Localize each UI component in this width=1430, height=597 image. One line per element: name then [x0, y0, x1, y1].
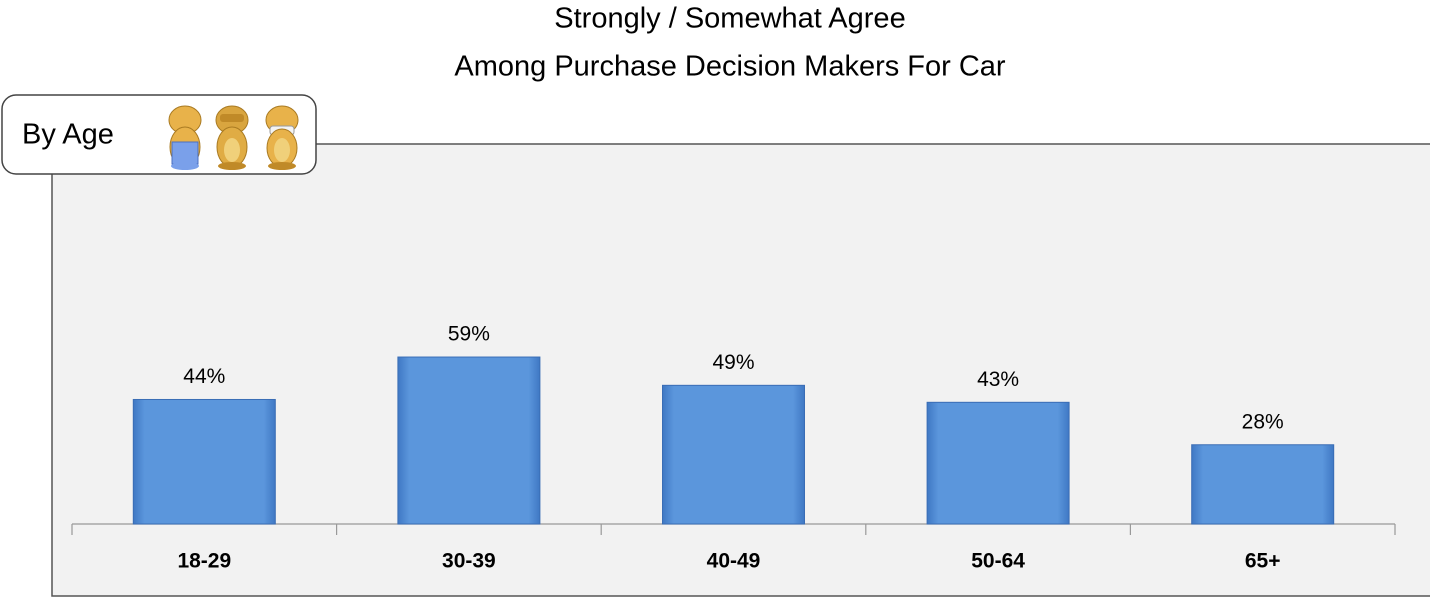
icon [265, 105, 299, 170]
data-label: 43% [977, 368, 1019, 391]
icon [215, 105, 249, 170]
bar [926, 401, 1070, 525]
bar [132, 398, 276, 525]
icon [168, 105, 202, 170]
data-label: 59% [448, 323, 490, 346]
data-label: 44% [183, 365, 225, 388]
x-tick-label: 18-29 [177, 550, 231, 573]
data-label: 49% [712, 351, 754, 374]
bar [397, 356, 541, 525]
label-box: By Age [1, 94, 317, 175]
chart-title: Strongly / Somewhat Agree [554, 3, 905, 35]
x-tick-label: 50-64 [971, 550, 1025, 573]
data-label: 28% [1242, 410, 1284, 433]
x-tick-label: 30-39 [442, 550, 496, 573]
chart-subtitle: Among Purchase Decision Makers For Car [454, 51, 1006, 83]
x-tick-label: 40-49 [707, 550, 761, 573]
annotation: By Age [22, 119, 114, 151]
bar [662, 384, 805, 525]
x-tick-label: 65+ [1245, 550, 1281, 573]
bar [1191, 444, 1335, 525]
